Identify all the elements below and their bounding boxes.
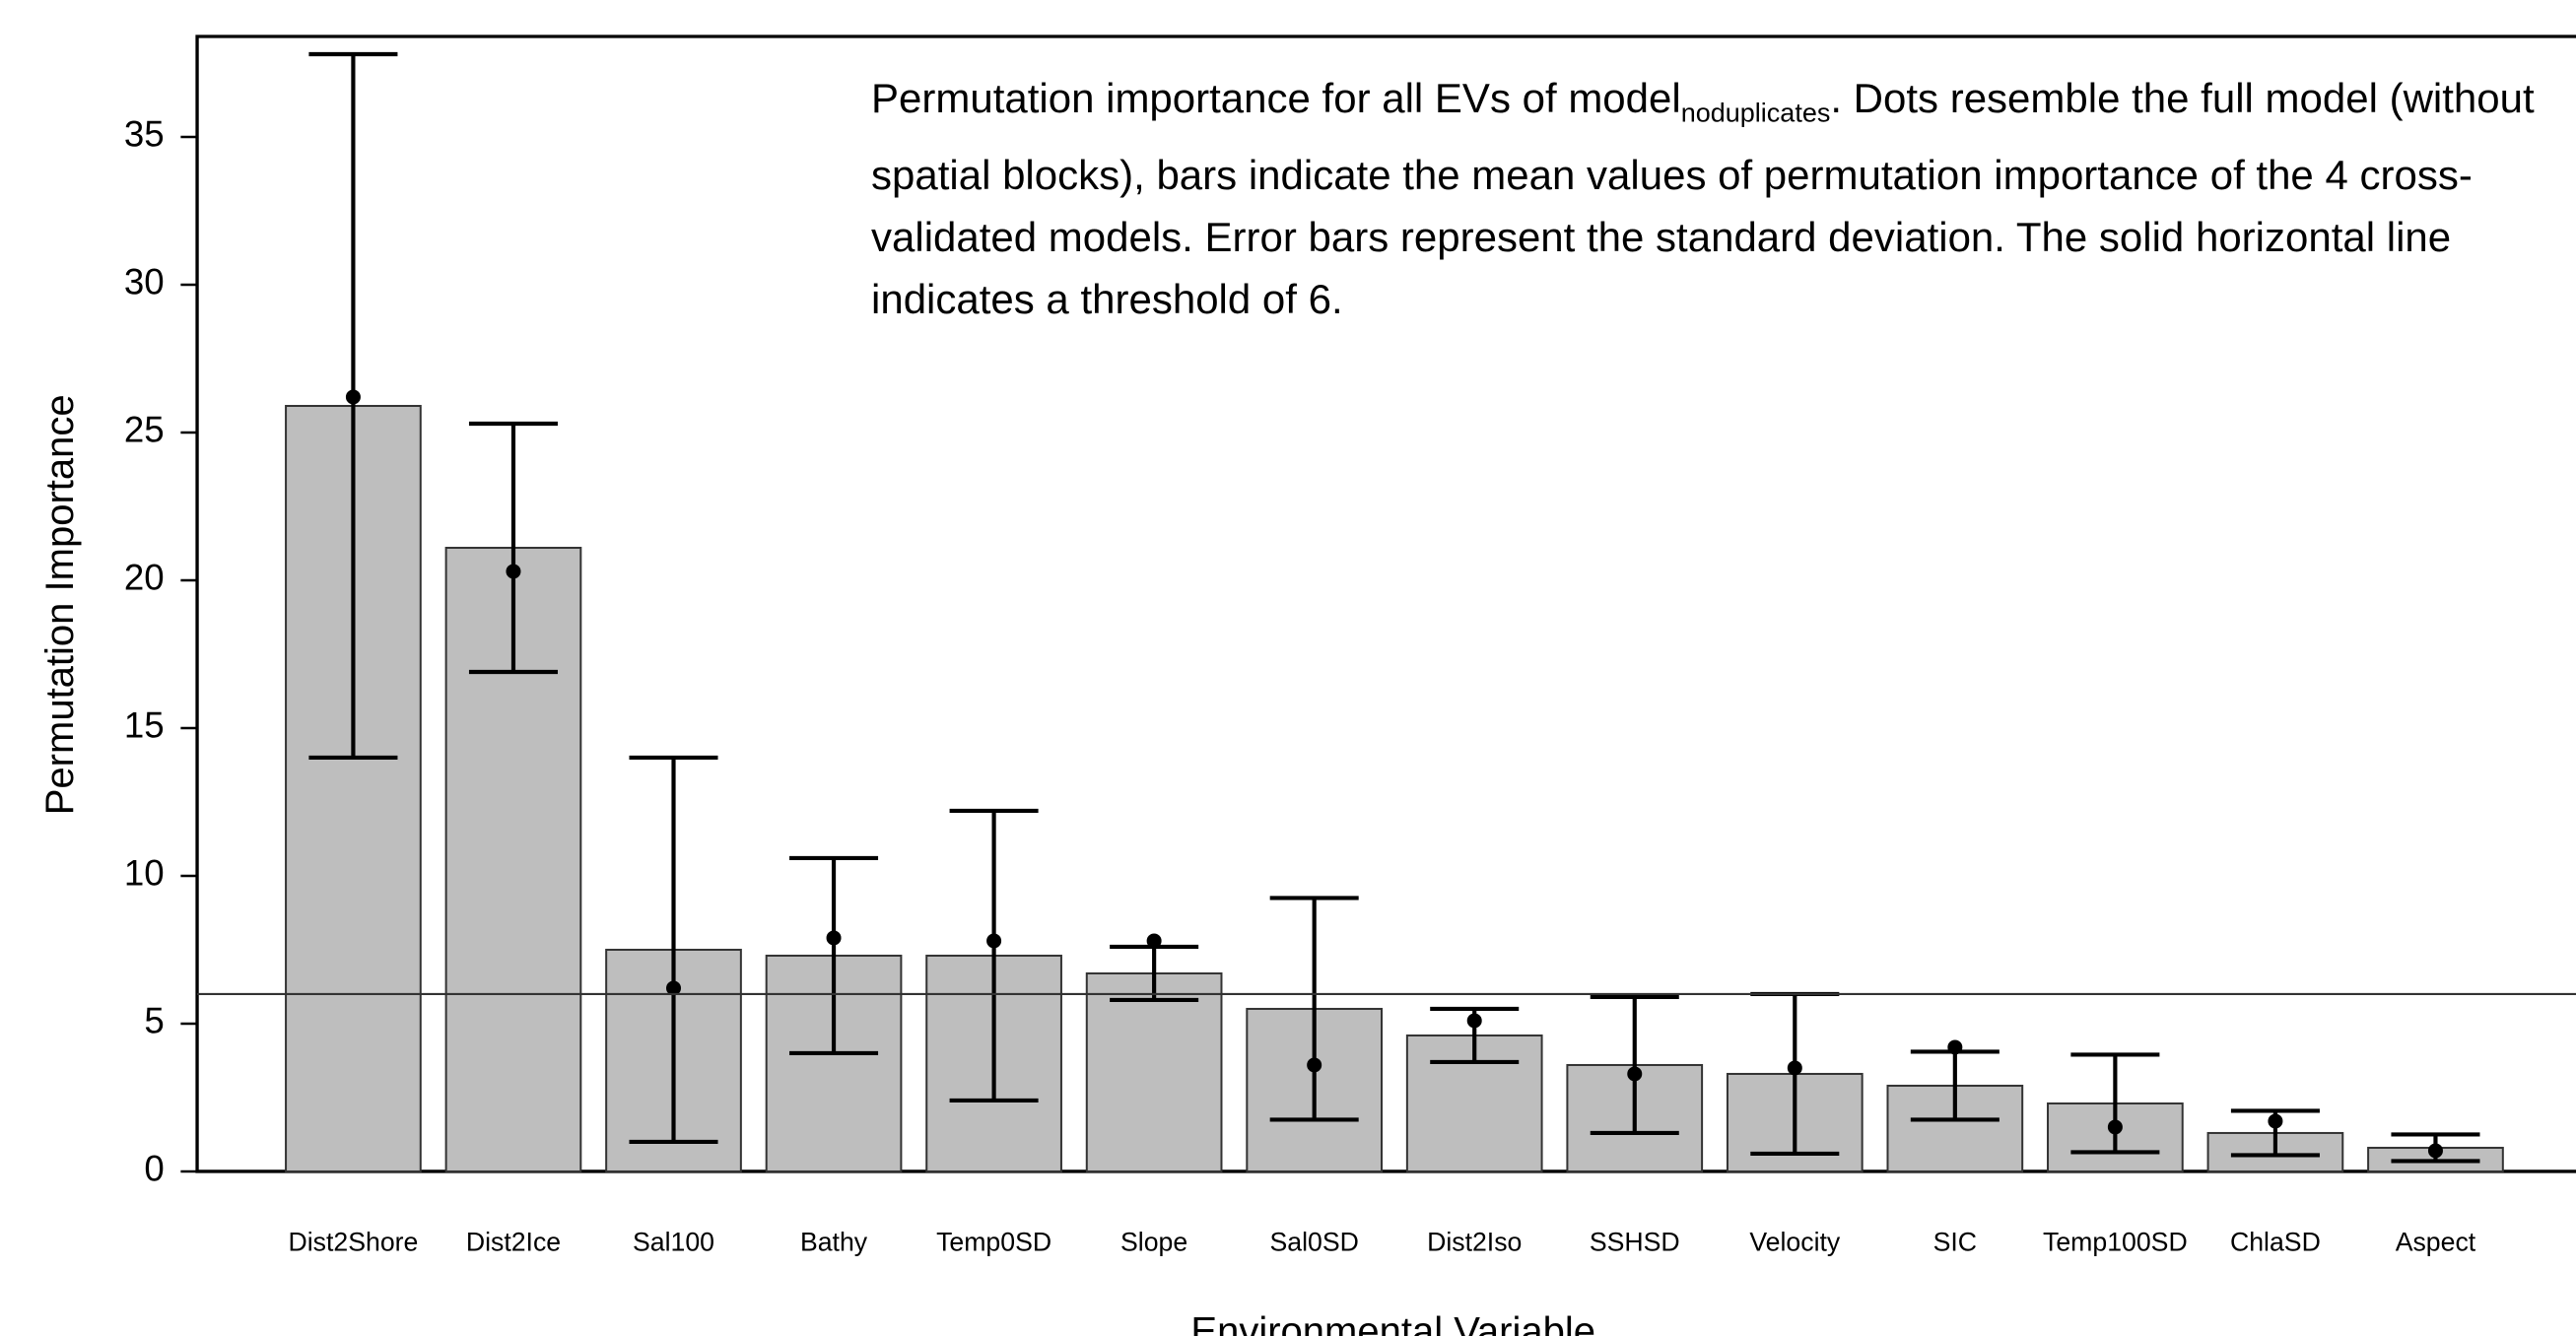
full-model-dot [345,389,361,405]
x-tick-label: ChlaSD [2230,1227,2321,1256]
x-axis-title: Environmental Variable [1190,1310,1595,1336]
x-tick-label: Temp100SD [2043,1227,2188,1256]
y-tick-label: 5 [144,1001,164,1041]
y-axis-title: Permutation Importance [38,394,82,815]
full-model-dot [1146,933,1162,949]
y-tick-label: 25 [124,410,165,450]
caption: Permutation importance for all EVs of mo… [871,67,2546,330]
error-bar [629,755,718,1145]
error-bar [1269,896,1359,1122]
full-model-dot [1466,1013,1482,1029]
full-model-dot [826,930,842,946]
y-tick-label: 0 [144,1149,164,1189]
x-tick-label: Aspect [2396,1227,2476,1256]
x-tick-label: Bathy [800,1227,868,1256]
x-tick-label: Sal100 [633,1227,714,1256]
full-model-dot [506,564,521,579]
caption-text: . Dots resemble the full model (without … [871,75,2535,323]
x-tick-label: Dist2Ice [466,1227,561,1256]
error-bar [308,51,398,761]
caption-subscript: noduplicates [1680,98,1831,128]
x-tick-label: SSHSD [1590,1227,1680,1256]
full-model-dot [2427,1143,2443,1159]
x-tick-label: Sal0SD [1269,1227,1358,1256]
full-model-dot [1627,1066,1643,1082]
x-tick-label: Slope [1120,1227,1187,1256]
error-bar [468,421,558,675]
x-tick-label: Temp0SD [936,1227,1051,1256]
full-model-dot [2107,1119,2123,1135]
y-tick-label: 30 [124,262,165,302]
y-tick-label: 15 [124,705,165,746]
error-bar [1590,994,1679,1136]
full-model-dot [1307,1057,1322,1073]
x-tick-label: SIC [1933,1227,1977,1256]
y-tick-label: 10 [124,853,165,894]
x-tick-label: Dist2Iso [1427,1227,1522,1256]
full-model-dot [666,980,682,996]
error-bar [2070,1052,2160,1155]
caption-text: Permutation importance for all EVs of mo… [871,75,1681,121]
error-bar [949,808,1039,1103]
y-tick-label: 35 [124,114,165,155]
plot-frame [195,34,2576,1173]
y-tick-label: 20 [124,558,165,598]
error-bar [789,855,879,1056]
full-model-dot [986,933,1002,949]
full-model-dot [2268,1113,2283,1129]
x-tick-label: Dist2Shore [288,1227,418,1256]
x-tick-label: Velocity [1749,1227,1841,1256]
full-model-dot [1787,1060,1802,1076]
full-model-dot [1947,1039,1963,1055]
bar [1085,971,1223,1172]
